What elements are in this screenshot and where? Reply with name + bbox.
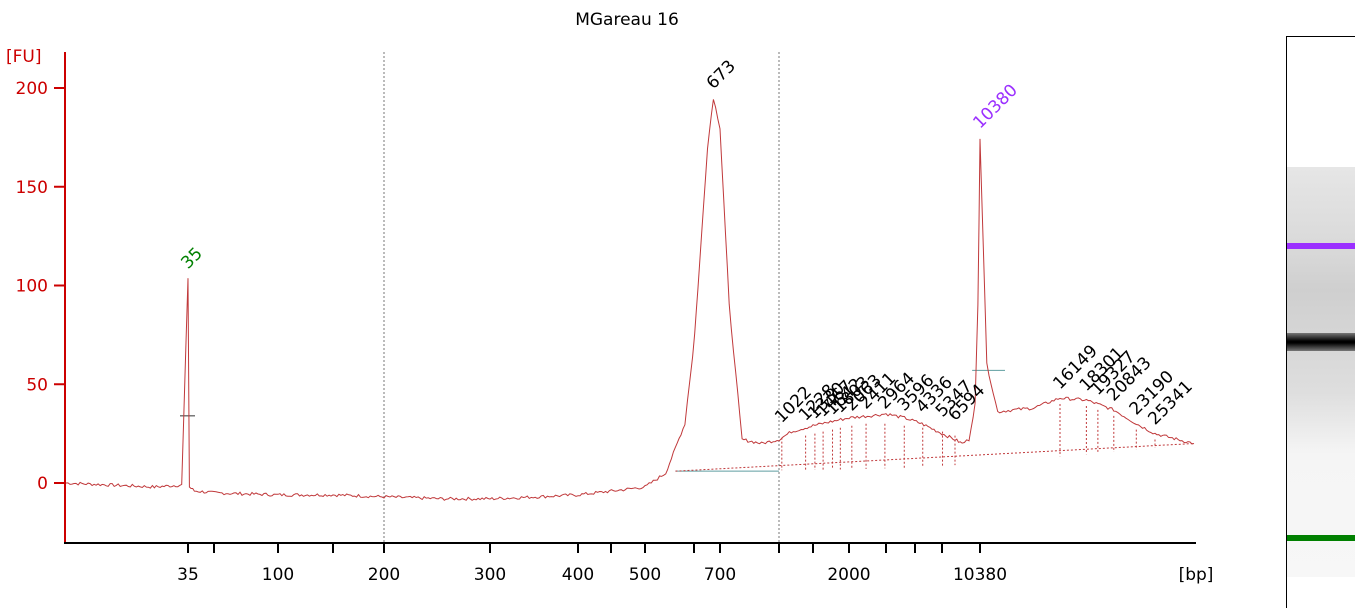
peak-labels: 3510380673102212281330146716421803206324… [177, 56, 1196, 429]
electropherogram-chart: MGareau 16 [FU] [bp] 0 50 100 150 200 35 100 2… [6, 10, 1214, 585]
baseline-segments [180, 369, 1195, 472]
x-tick-label: 700 [704, 565, 736, 585]
gel-main-band [1287, 333, 1355, 351]
gel-lower-marker-band [1287, 535, 1355, 541]
y-tick-label: 0 [37, 474, 48, 494]
gel-lane-background [1287, 167, 1355, 577]
gel-lane [1286, 36, 1355, 608]
x-axis-ticks: 35 100 200 300 400 500 700 2000 10380 [177, 543, 1007, 585]
marker-peak-label: 10380 [969, 81, 1021, 133]
x-tick-label: 300 [474, 565, 506, 585]
x-tick-label: 200 [368, 565, 400, 585]
x-tick-label: 2000 [827, 565, 870, 585]
x-tick-label: 10380 [953, 565, 1007, 585]
x-tick-label: 35 [177, 565, 199, 585]
y-tick-label: 150 [16, 178, 48, 198]
reference-lines [383, 52, 780, 543]
marker-peak-label: 35 [177, 244, 206, 273]
y-tick-label: 200 [16, 79, 48, 99]
y-axis-ticks: 0 50 100 150 200 [16, 79, 65, 494]
x-tick-label: 100 [262, 565, 294, 585]
baseline-dotted [675, 443, 1195, 472]
electropherogram-trace [65, 99, 1195, 501]
y-axis-label: [FU] [6, 47, 42, 67]
y-tick-label: 50 [26, 375, 48, 395]
x-tick-label: 400 [562, 565, 594, 585]
x-tick-label: 500 [629, 565, 661, 585]
gel-upper-marker-band [1287, 243, 1355, 249]
y-tick-label: 100 [16, 277, 48, 297]
x-axis-label: [bp] [1179, 565, 1214, 585]
peak-label: 673 [703, 56, 740, 93]
chart-title: MGareau 16 [575, 10, 679, 30]
